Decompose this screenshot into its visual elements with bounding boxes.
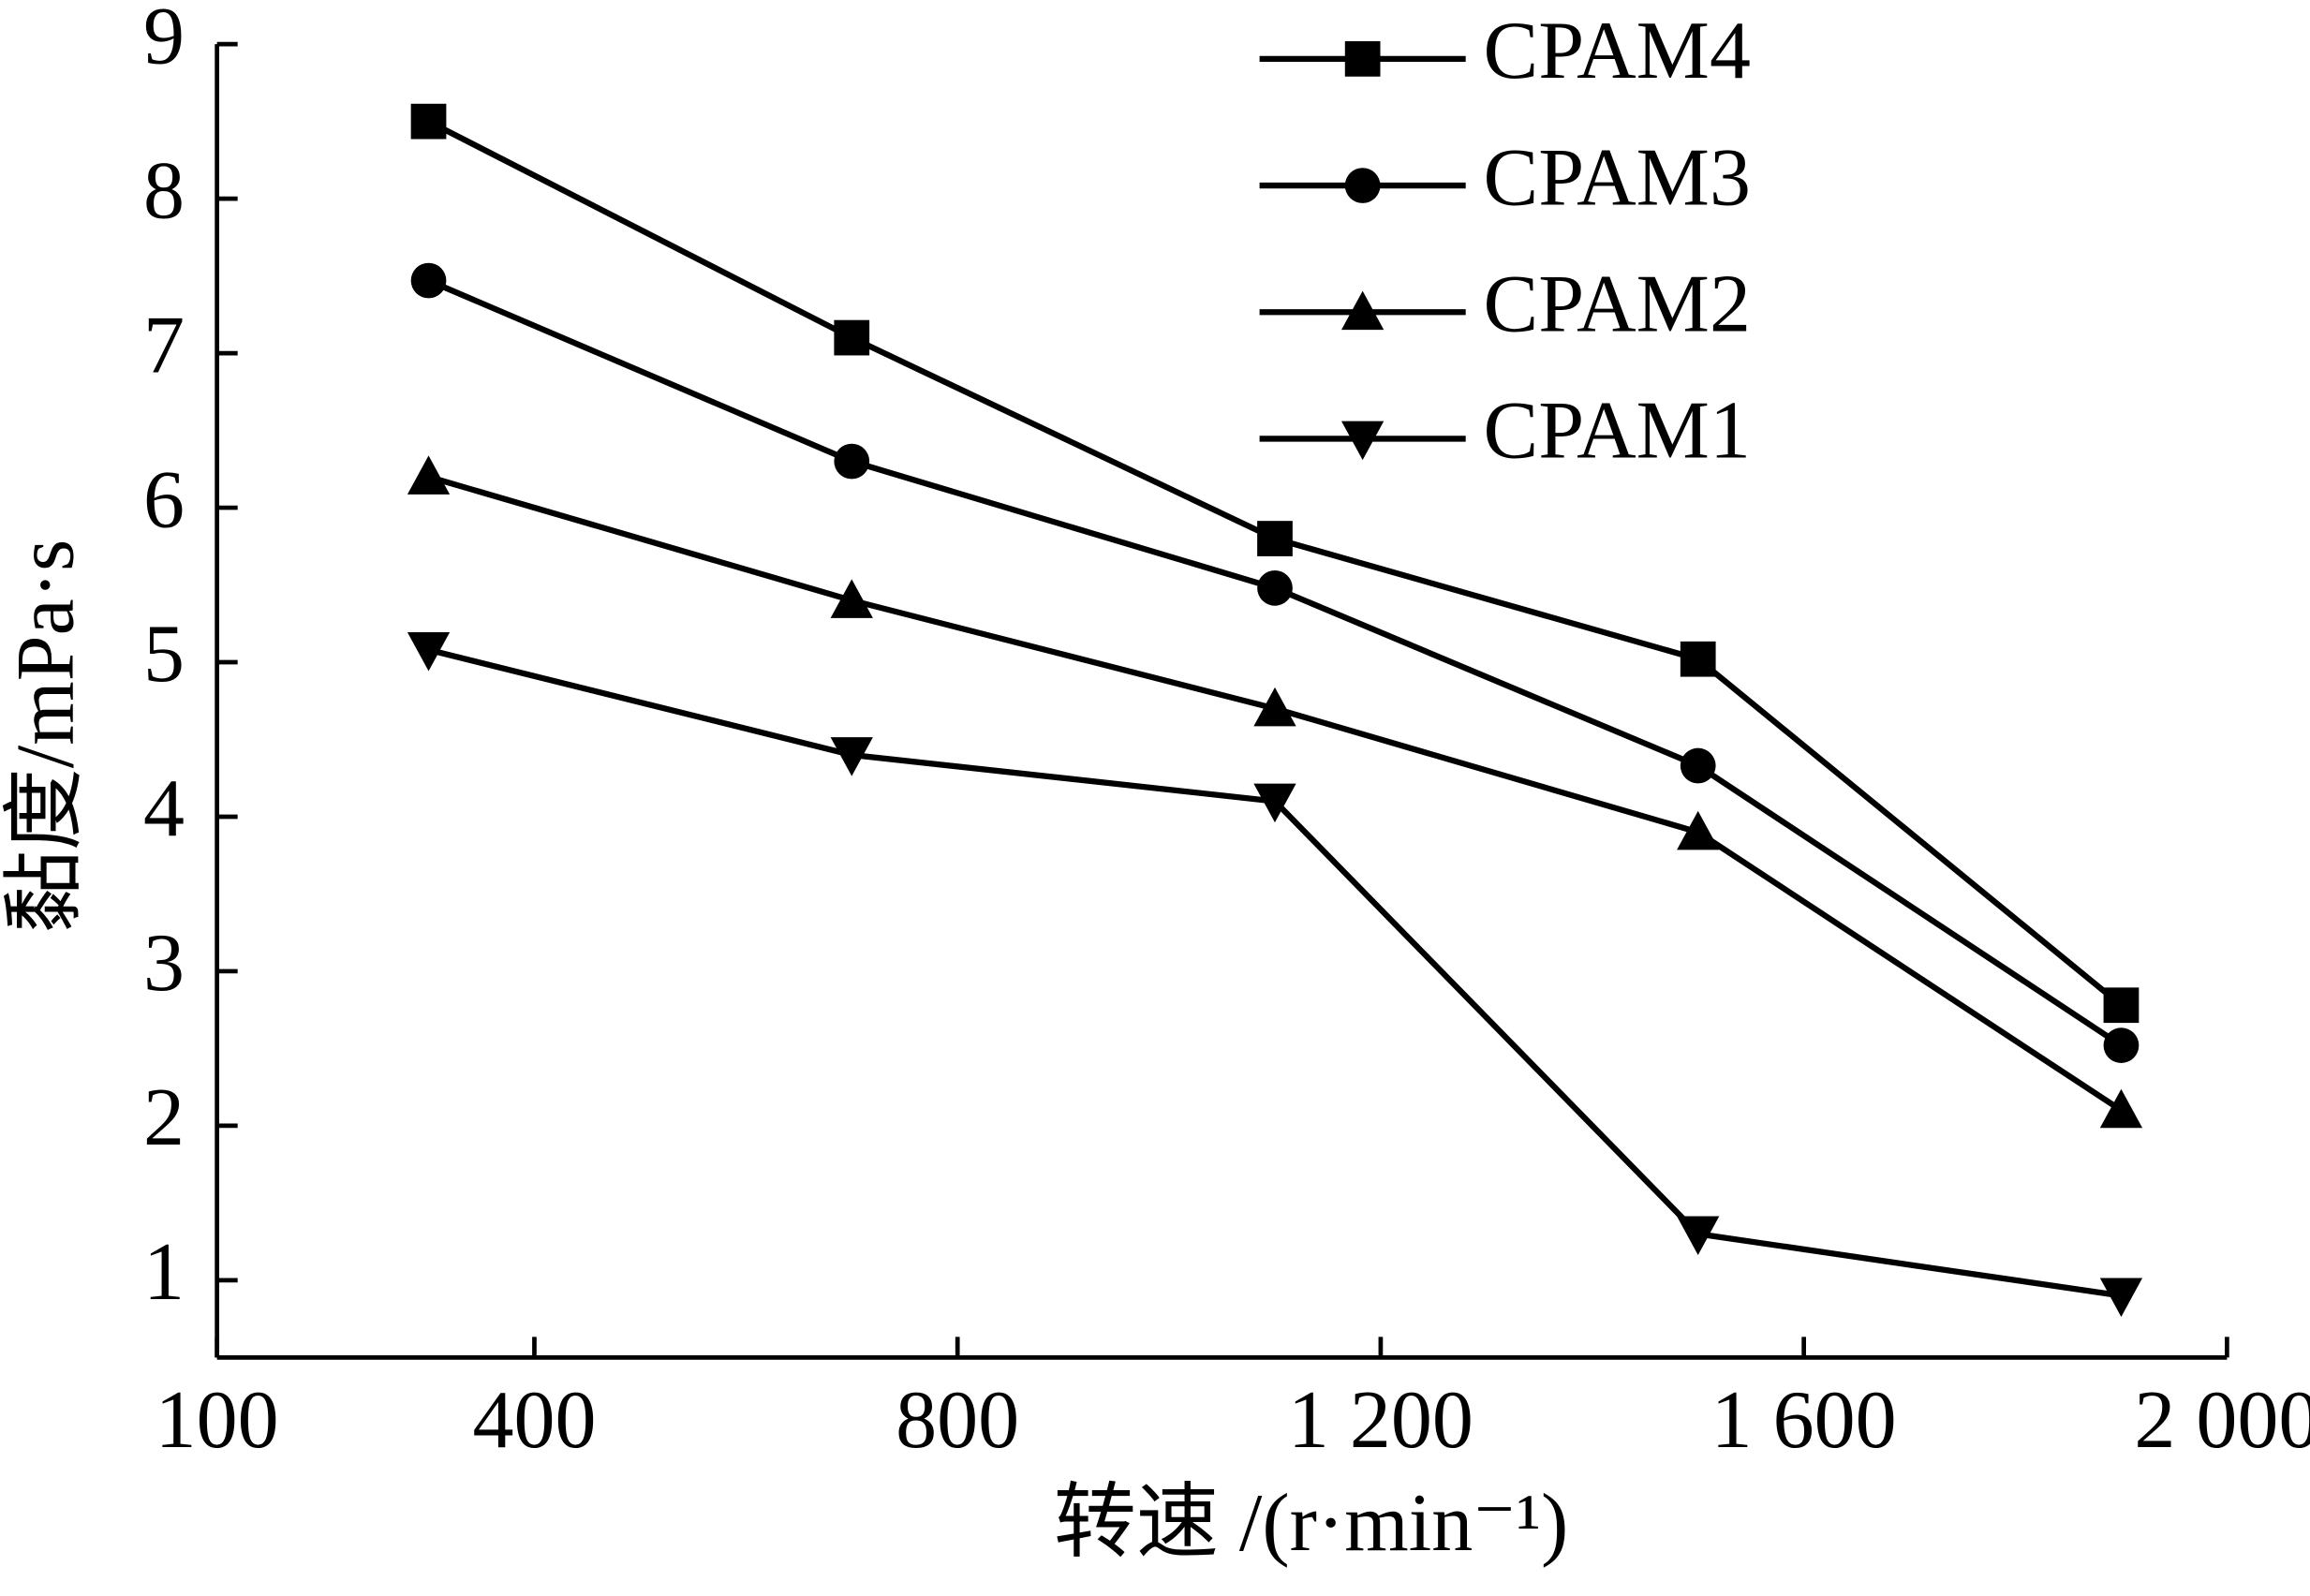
data-point bbox=[2099, 1278, 2143, 1317]
y-tick-label: 6 bbox=[143, 454, 185, 545]
legend-label: CPAM1 bbox=[1484, 386, 1751, 477]
y-tick-label: 3 bbox=[143, 918, 185, 1009]
x-tick-label: 800 bbox=[896, 1375, 1019, 1466]
y-tick-label: 7 bbox=[143, 300, 185, 391]
x-tick-label: 2 000 bbox=[2134, 1375, 2310, 1466]
data-point bbox=[1680, 747, 1716, 784]
legend-marker bbox=[1341, 421, 1385, 461]
y-tick-label: 8 bbox=[143, 145, 185, 236]
series-line bbox=[427, 118, 2124, 1008]
legend-marker bbox=[1344, 168, 1381, 203]
data-point bbox=[2103, 987, 2140, 1024]
data-point bbox=[830, 737, 873, 776]
data-point bbox=[834, 319, 870, 356]
data-point bbox=[1677, 810, 1720, 850]
legend-label: CPAM3 bbox=[1484, 132, 1751, 223]
x-tick-label: 100 bbox=[155, 1375, 279, 1466]
data-point bbox=[1253, 783, 1296, 823]
series-line bbox=[427, 646, 2122, 1299]
y-tick-label: 9 bbox=[143, 0, 185, 81]
legend-marker bbox=[1341, 290, 1385, 331]
data-point bbox=[407, 631, 451, 672]
y-tick-label: 2 bbox=[143, 1072, 185, 1163]
data-point bbox=[830, 579, 873, 618]
y-tick-label: 1 bbox=[143, 1227, 185, 1318]
data-point bbox=[1253, 687, 1296, 727]
legend-label: CPAM4 bbox=[1484, 6, 1751, 96]
x-axis-label: 转速 /(r·min⁻¹) bbox=[1054, 1478, 1568, 1569]
data-point bbox=[2099, 1088, 2143, 1129]
legend-label: CPAM2 bbox=[1484, 259, 1751, 349]
data-point bbox=[1680, 641, 1716, 677]
legend-marker bbox=[1344, 41, 1381, 77]
series-line bbox=[427, 277, 2124, 1048]
data-point bbox=[834, 443, 870, 480]
data-point bbox=[410, 103, 447, 140]
y-axis-label: 黏度/mPa·s bbox=[0, 539, 91, 934]
x-tick-label: 1 600 bbox=[1711, 1375, 1897, 1466]
data-point bbox=[410, 262, 447, 299]
x-tick-label: 1 200 bbox=[1288, 1375, 1473, 1466]
y-tick-label: 4 bbox=[143, 763, 185, 854]
y-tick-label: 5 bbox=[143, 609, 185, 700]
data-point bbox=[1677, 1216, 1720, 1256]
data-point bbox=[407, 455, 451, 495]
data-point bbox=[2103, 1027, 2140, 1063]
x-tick-label: 400 bbox=[472, 1375, 596, 1466]
data-point bbox=[1257, 521, 1293, 556]
data-point bbox=[1257, 569, 1293, 606]
